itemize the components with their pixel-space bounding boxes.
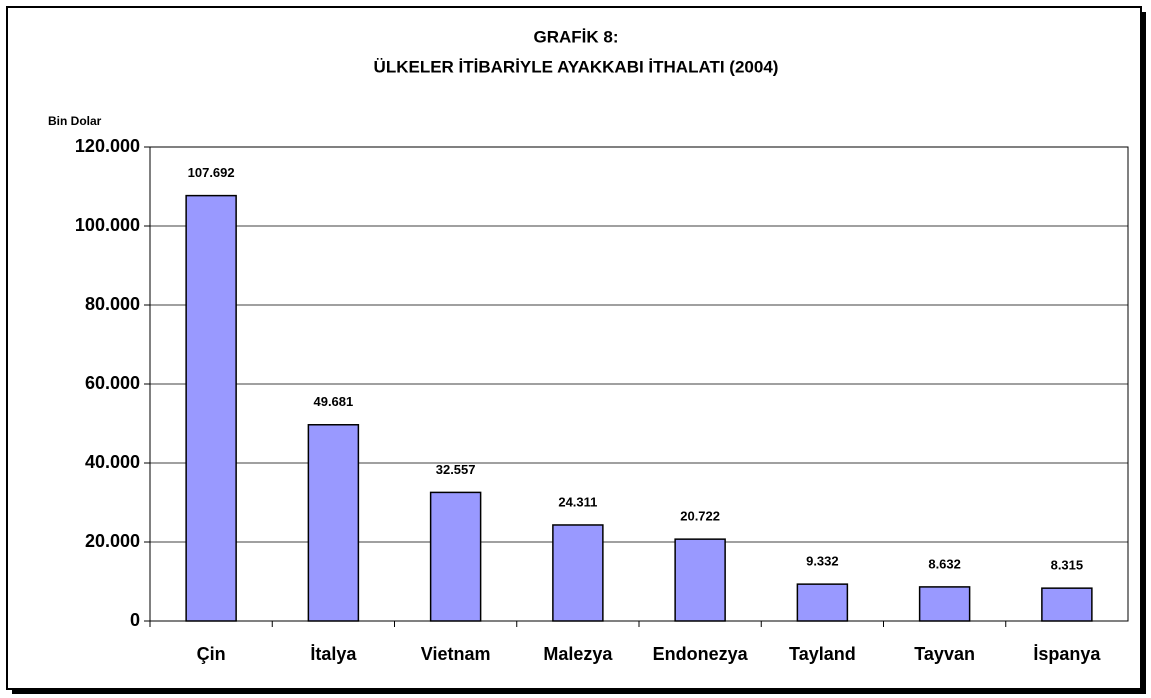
x-tick-label: Çin [197,644,226,664]
x-tick-label: Vietnam [421,644,491,664]
bar [796,583,849,622]
data-label: 32.557 [436,462,476,477]
bar [674,538,726,622]
bar [185,194,237,622]
y-tick-label: 80.000 [85,294,140,314]
x-tick-label: Malezya [543,644,613,664]
chart-title: GRAFİK 8: [534,27,619,46]
x-tick-label: İtalya [310,644,357,664]
y-tick-label: 0 [130,610,140,630]
bar [552,524,604,622]
data-label: 8.632 [928,556,961,571]
data-label: 8.315 [1051,558,1084,573]
x-tick-label: Tayland [789,644,856,664]
data-label: 107.692 [188,165,235,180]
y-tick-label: 60.000 [85,373,140,393]
y-axis-label: Bin Dolar [48,114,102,128]
chart-title: ÜLKELER İTİBARİYLE AYAKKABI İTHALATI (20… [374,57,779,76]
data-label: 49.681 [313,394,353,409]
bar [1041,587,1093,622]
y-tick-label: 120.000 [75,136,140,156]
y-tick-label: 100.000 [75,215,140,235]
y-tick-label: 40.000 [85,452,140,472]
bar [307,424,360,622]
bar [918,586,971,622]
x-tick-label: İspanya [1033,644,1101,664]
data-label: 9.332 [806,554,839,569]
x-tick-label: Endonezya [653,644,749,664]
data-label: 20.722 [680,509,720,524]
x-tick-label: Tayvan [914,644,975,664]
bar [429,491,482,622]
y-tick-label: 20.000 [85,531,140,551]
data-label: 24.311 [558,494,597,509]
